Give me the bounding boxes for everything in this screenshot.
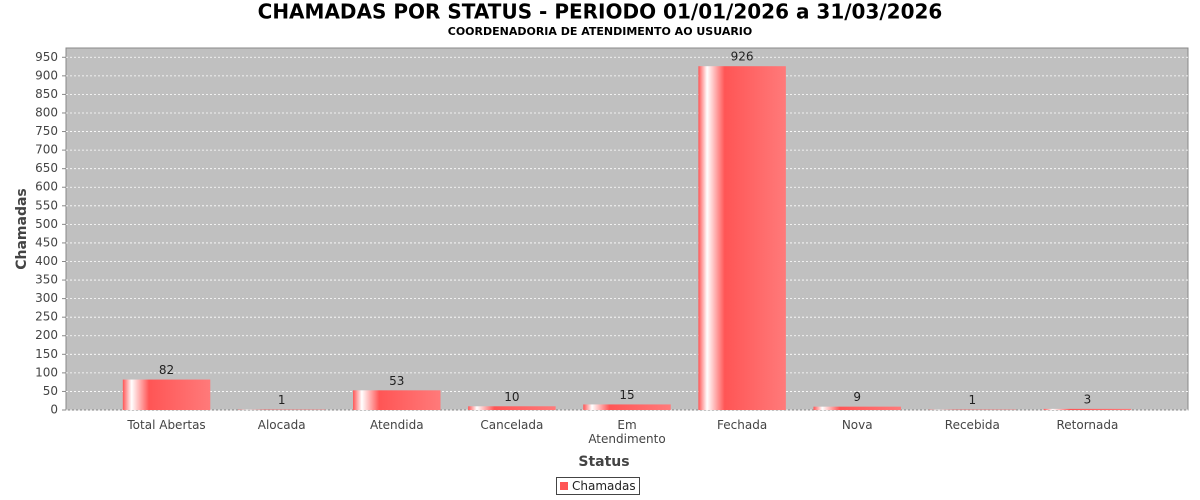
data-label: 1 <box>278 393 286 407</box>
y-tick-label: 50 <box>43 384 58 398</box>
bar <box>122 379 211 410</box>
chart-subtitle: COORDENADORIA DE ATENDIMENTO AO USUARIO <box>448 25 753 38</box>
bar <box>698 66 786 411</box>
y-tick-label: 750 <box>35 124 58 138</box>
y-tick-label: 250 <box>35 310 58 324</box>
y-tick-label: 350 <box>35 273 58 287</box>
bar <box>353 390 441 410</box>
x-axis-title: Status <box>578 454 629 470</box>
y-tick-label: 150 <box>35 347 58 361</box>
x-tick-label: Alocada <box>257 418 306 432</box>
data-label: 53 <box>389 374 404 388</box>
x-tick-label: Recebida <box>944 418 1000 432</box>
x-tick-label: Cancelada <box>480 418 544 432</box>
y-tick-label: 450 <box>35 235 58 249</box>
bar <box>468 406 556 410</box>
y-tick-label: 400 <box>35 254 58 268</box>
data-label: 82 <box>159 363 174 377</box>
bar <box>813 406 901 410</box>
legend-swatch <box>560 482 568 490</box>
data-label: 3 <box>1084 392 1092 406</box>
data-label: 9 <box>853 390 861 404</box>
y-tick-label: 850 <box>35 87 58 101</box>
y-tick-label: 950 <box>35 50 58 64</box>
bar <box>1043 408 1132 410</box>
y-tick-label: 100 <box>35 365 58 379</box>
legend-label: Chamadas <box>572 479 636 493</box>
y-tick-label: 600 <box>35 180 58 194</box>
y-tick-label: 500 <box>35 217 58 231</box>
y-axis-title: Chamadas <box>14 188 30 270</box>
x-tick-label: Atendida <box>369 418 424 432</box>
plot-area <box>65 47 1189 411</box>
data-label: 15 <box>619 388 634 402</box>
x-tick-label: Retornada <box>1056 418 1119 432</box>
data-label: 1 <box>969 393 977 407</box>
y-tick-label: 650 <box>35 161 58 175</box>
y-tick-label: 550 <box>35 198 58 212</box>
chart-title: CHAMADAS POR STATUS - PERIODO 01/01/2026… <box>258 0 943 24</box>
y-tick-label: 200 <box>35 328 58 342</box>
x-tick-label: Em Atendimento <box>588 418 666 446</box>
x-tick-label: Nova <box>841 418 873 432</box>
y-tick-label: 800 <box>35 105 58 119</box>
y-tick-label: 700 <box>35 143 58 157</box>
y-tick-label: 300 <box>35 291 58 305</box>
y-tick-label: 0 <box>50 403 58 417</box>
data-label: 926 <box>731 50 754 64</box>
x-tick-label: Fechada <box>717 418 768 432</box>
y-tick-label: 900 <box>35 68 58 82</box>
legend: Chamadas <box>556 477 640 495</box>
data-label: 10 <box>504 390 519 404</box>
bar <box>583 404 671 410</box>
x-tick-label: Total Abertas <box>127 418 206 432</box>
